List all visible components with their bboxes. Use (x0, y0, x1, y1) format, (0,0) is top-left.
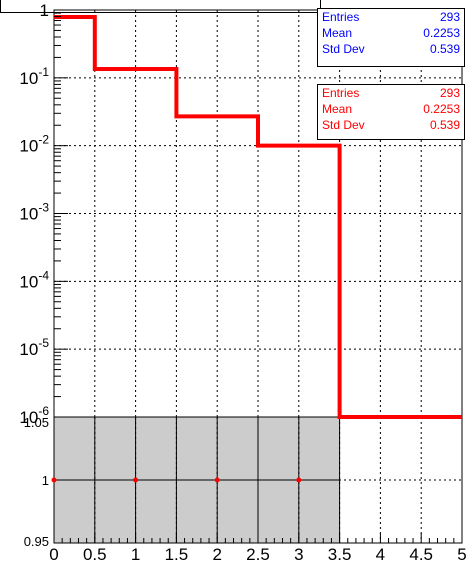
y-tick-label: 10-3 (19, 201, 49, 224)
stats-row-stddev: Std Dev 0.539 (322, 42, 460, 56)
x-tick-label: 3 (294, 545, 303, 564)
stats-box-red: Entries 293 Mean 0.2253 Std Dev 0.539 (317, 84, 465, 140)
ratio-y-tick-label: 1.05 (24, 415, 49, 430)
stats-row-entries: Entries 293 (322, 86, 460, 100)
x-tick-label: 4.5 (409, 545, 433, 564)
x-tick-label: 2 (212, 545, 221, 564)
stats-row-entries: Entries 293 (322, 10, 460, 24)
ratio-y-tick-label: 1 (42, 473, 49, 488)
y-tick-label: 10-6 (19, 404, 49, 427)
x-tick-label: 1 (131, 545, 140, 564)
y-tick-label: 10-4 (19, 268, 49, 291)
ratio-point (296, 477, 302, 483)
ratio-y-tick-label: 0.95 (24, 534, 49, 549)
stats-row-stddev: Std Dev 0.539 (322, 118, 460, 132)
stats-row-mean: Mean 0.2253 (322, 26, 460, 40)
y-tick-label: 1 (40, 1, 49, 20)
y-tick-label: 10-5 (19, 336, 49, 359)
y-tick-label: 10-2 (19, 133, 49, 156)
ratio-point (133, 477, 139, 483)
axis-labels: 0 0.5 1 1.5 2 2.5 3 3.5 4 4.5 5110-110-210-310-410… (19, 1, 466, 564)
stats-box-blue: Entries 293 Mean 0.2253 Std Dev 0.539 (317, 8, 465, 67)
x-tick-label: 0 (49, 545, 58, 564)
x-tick-label: 2.5 (246, 545, 270, 564)
y-tick-label: 10-1 (19, 65, 49, 88)
axis-ticks (53, 9, 463, 543)
histogram-line (54, 14, 462, 419)
ratio-point (214, 477, 220, 483)
stats-row-mean: Mean 0.2253 (322, 102, 460, 116)
x-tick-label: 3.5 (328, 545, 352, 564)
x-tick-label: 1.5 (165, 545, 189, 564)
ratio-point (51, 477, 57, 483)
x-tick-label: 0.5 (83, 545, 107, 564)
x-tick-label: 5 (457, 545, 466, 564)
x-tick-label: 4 (376, 545, 385, 564)
